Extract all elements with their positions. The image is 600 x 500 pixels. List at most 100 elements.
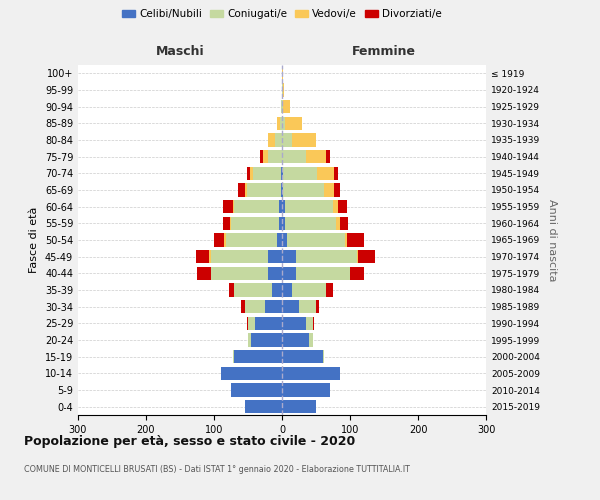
Bar <box>326 150 329 164</box>
Bar <box>247 184 281 196</box>
Bar <box>282 334 309 346</box>
Bar <box>281 100 282 114</box>
Bar <box>286 200 333 213</box>
Bar <box>235 350 282 364</box>
Bar <box>241 300 245 314</box>
Bar <box>247 316 248 330</box>
Bar <box>323 350 324 364</box>
Bar <box>296 266 350 280</box>
Bar <box>282 116 286 130</box>
Bar <box>337 216 340 230</box>
Bar <box>334 184 340 196</box>
Bar <box>282 100 283 114</box>
Bar <box>233 350 235 364</box>
Bar <box>277 234 282 246</box>
Bar <box>248 334 251 346</box>
Bar <box>286 116 302 130</box>
Bar <box>268 250 282 264</box>
Bar <box>283 84 284 96</box>
Bar <box>265 300 282 314</box>
Bar <box>313 316 314 330</box>
Bar <box>230 216 231 230</box>
Bar <box>317 166 334 180</box>
Bar <box>231 384 282 396</box>
Bar <box>350 266 364 280</box>
Bar <box>247 166 250 180</box>
Bar <box>283 184 324 196</box>
Bar <box>235 284 272 296</box>
Bar <box>283 166 317 180</box>
Bar <box>278 216 282 230</box>
Bar <box>277 116 280 130</box>
Bar <box>282 384 329 396</box>
Bar <box>296 250 357 264</box>
Bar <box>347 234 364 246</box>
Bar <box>282 184 283 196</box>
Bar <box>278 200 282 213</box>
Bar <box>340 216 348 230</box>
Bar <box>287 234 345 246</box>
Bar <box>345 234 347 246</box>
Legend: Celibi/Nubili, Coniugati/e, Vedovi/e, Divorziati/e: Celibi/Nubili, Coniugati/e, Vedovi/e, Di… <box>118 5 446 24</box>
Bar <box>209 250 211 264</box>
Text: Femmine: Femmine <box>352 45 416 58</box>
Bar <box>283 100 290 114</box>
Bar <box>282 200 286 213</box>
Bar <box>309 334 313 346</box>
Bar <box>223 216 230 230</box>
Bar <box>281 166 282 180</box>
Bar <box>275 134 282 146</box>
Bar <box>326 284 333 296</box>
Bar <box>251 334 282 346</box>
Bar <box>282 84 283 96</box>
Bar <box>245 400 282 413</box>
Bar <box>260 150 263 164</box>
Bar <box>281 184 282 196</box>
Bar <box>214 234 224 246</box>
Bar <box>268 134 275 146</box>
Bar <box>231 216 278 230</box>
Bar <box>250 166 253 180</box>
Bar <box>272 284 282 296</box>
Bar <box>282 166 283 180</box>
Bar <box>282 250 296 264</box>
Bar <box>221 366 282 380</box>
Bar <box>282 66 283 80</box>
Bar <box>292 134 316 146</box>
Bar <box>282 216 286 230</box>
Bar <box>268 266 282 280</box>
Bar <box>358 250 375 264</box>
Bar <box>235 200 278 213</box>
Bar <box>245 184 247 196</box>
Bar <box>196 250 209 264</box>
Bar <box>357 250 358 264</box>
Bar <box>268 150 282 164</box>
Bar <box>226 234 277 246</box>
Bar <box>211 250 268 264</box>
Bar <box>299 300 316 314</box>
Bar <box>282 316 306 330</box>
Bar <box>253 166 281 180</box>
Bar <box>280 116 282 130</box>
Bar <box>255 316 282 330</box>
Bar <box>282 300 299 314</box>
Y-axis label: Anni di nascita: Anni di nascita <box>547 198 557 281</box>
Bar <box>282 150 306 164</box>
Bar <box>248 316 255 330</box>
Bar <box>245 300 265 314</box>
Bar <box>286 216 337 230</box>
Text: Popolazione per età, sesso e stato civile - 2020: Popolazione per età, sesso e stato civil… <box>24 435 355 448</box>
Bar <box>197 266 211 280</box>
Bar <box>338 200 347 213</box>
Bar <box>282 134 292 146</box>
Bar <box>229 284 235 296</box>
Bar <box>223 200 233 213</box>
Bar <box>306 150 326 164</box>
Bar <box>292 284 326 296</box>
Y-axis label: Fasce di età: Fasce di età <box>29 207 39 273</box>
Bar <box>282 284 292 296</box>
Bar <box>282 234 287 246</box>
Text: Maschi: Maschi <box>155 45 205 58</box>
Bar <box>282 366 340 380</box>
Bar <box>324 184 334 196</box>
